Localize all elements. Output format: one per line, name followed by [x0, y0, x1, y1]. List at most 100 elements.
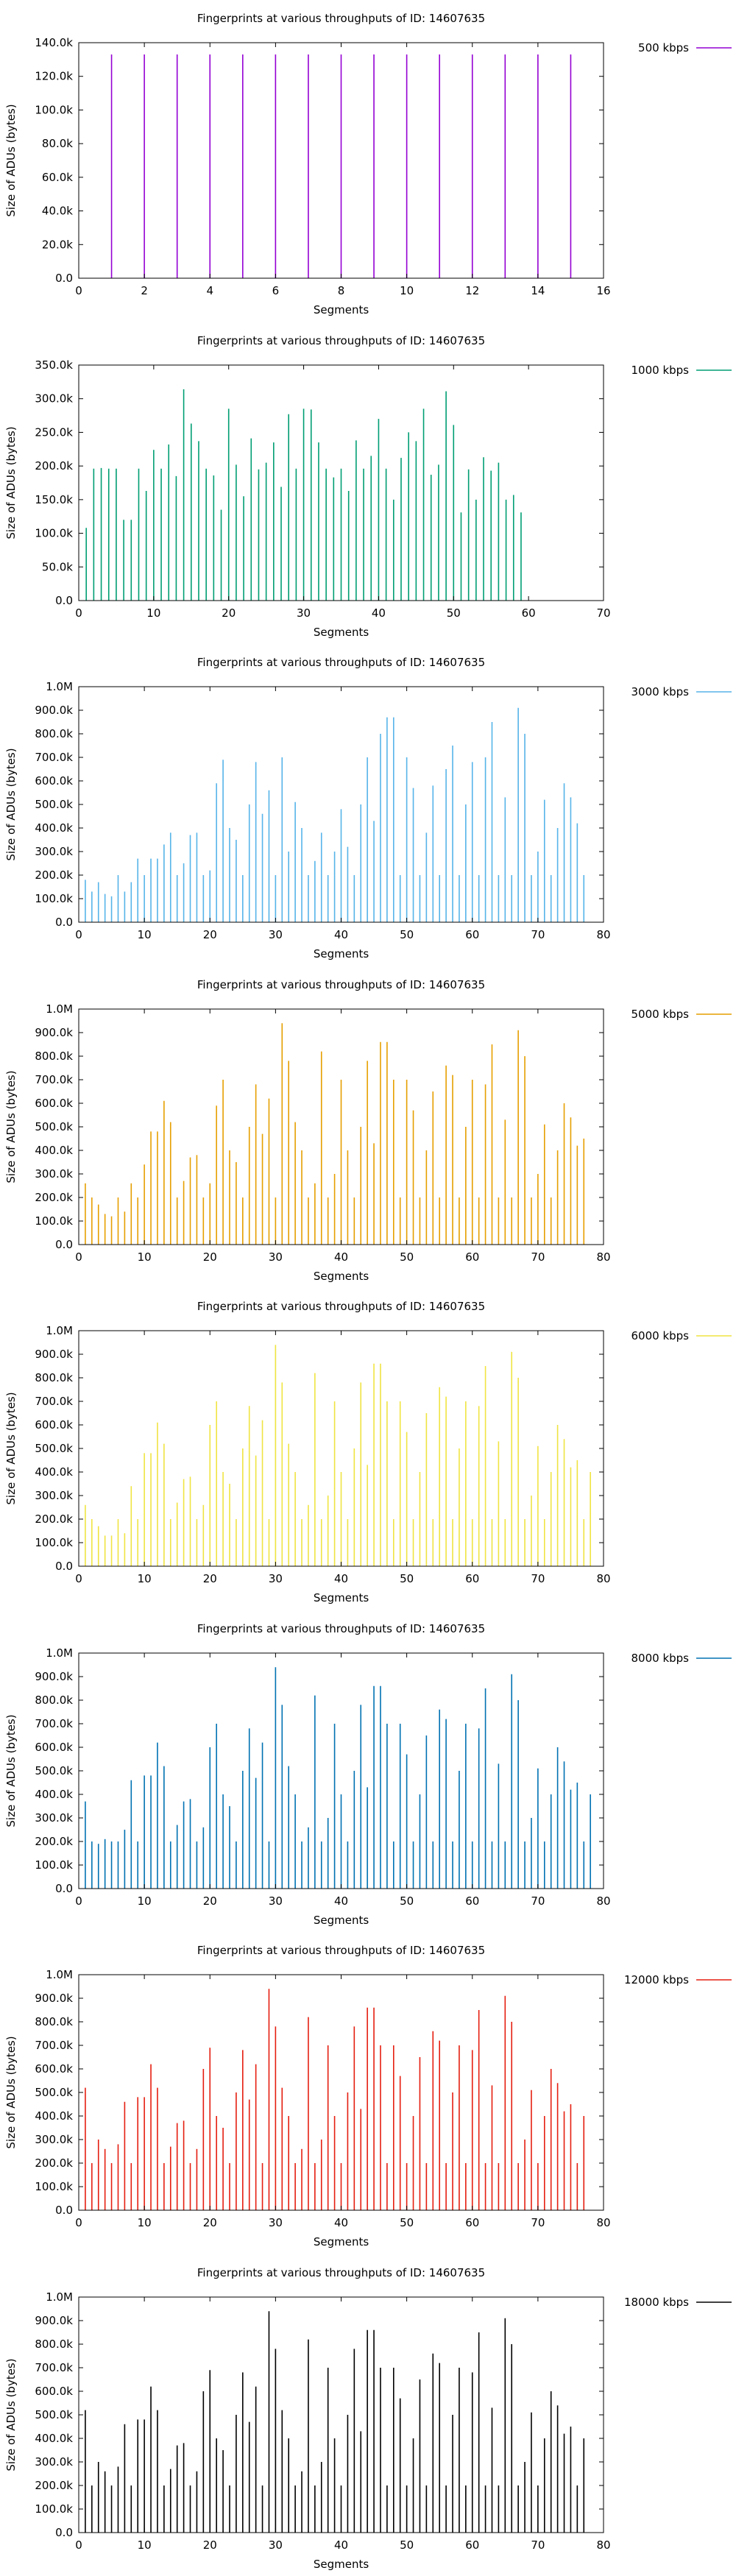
x-tick-label: 80 — [596, 928, 610, 941]
legend-label: 12000 kbps — [624, 1973, 689, 1986]
y-tick-label: 0.0 — [55, 1238, 73, 1251]
y-tick-label: 800.0k — [35, 2015, 73, 2028]
y-tick-label: 200.0k — [35, 1835, 73, 1848]
y-tick-label: 600.0k — [35, 1741, 73, 1754]
x-tick-label: 40 — [334, 928, 348, 941]
x-tick-label: 50 — [400, 1894, 414, 1908]
x-tick-label: 10 — [146, 606, 160, 620]
x-tick-label: 60 — [465, 1894, 479, 1908]
y-tick-label: 600.0k — [35, 2385, 73, 2398]
chart-panel: Fingerprints at various throughputs of I… — [0, 644, 736, 966]
x-tick-label: 50 — [400, 1572, 414, 1585]
y-axis-label: Size of ADUs (bytes) — [4, 426, 18, 539]
chart-title: Fingerprints at various throughputs of I… — [197, 2266, 485, 2279]
x-axis-label: Segments — [314, 626, 369, 639]
x-tick-label: 10 — [138, 928, 152, 941]
x-tick-label: 20 — [203, 2216, 217, 2229]
y-tick-label: 200.0k — [35, 2479, 73, 2492]
x-tick-label: 10 — [138, 1572, 152, 1585]
bar-series — [85, 707, 585, 922]
x-tick-label: 10 — [138, 1250, 152, 1264]
y-tick-label: 700.0k — [35, 1395, 73, 1408]
y-tick-label: 600.0k — [35, 1418, 73, 1432]
chart-title: Fingerprints at various throughputs of I… — [197, 12, 485, 25]
x-tick-label: 80 — [596, 2216, 610, 2229]
x-tick-label: 70 — [531, 1894, 545, 1908]
chart-panel: Fingerprints at various throughputs of I… — [0, 1932, 736, 2254]
x-tick-label: 20 — [203, 928, 217, 941]
x-tick-label: 40 — [334, 1572, 348, 1585]
x-tick-label: 4 — [206, 284, 213, 297]
x-tick-label: 60 — [465, 1250, 479, 1264]
legend: 8000 kbps — [631, 1652, 732, 1665]
legend-label: 3000 kbps — [631, 685, 690, 698]
x-tick-label: 70 — [596, 606, 610, 620]
y-tick-label: 100.0k — [35, 1536, 73, 1549]
y-tick-label: 900.0k — [35, 704, 73, 717]
y-tick-label: 1.0M — [46, 1324, 73, 1337]
y-tick-label: 80.0k — [42, 137, 73, 150]
x-tick-label: 20 — [222, 606, 236, 620]
y-tick-label: 700.0k — [35, 2361, 73, 2374]
y-tick-label: 60.0k — [42, 171, 73, 184]
chart-svg: Fingerprints at various throughputs of I… — [4, 1622, 732, 1927]
y-axis-label: Size of ADUs (bytes) — [4, 2358, 18, 2471]
y-tick-label: 300.0k — [35, 2455, 73, 2469]
x-tick-label: 0 — [75, 606, 82, 620]
y-tick-label: 200.0k — [35, 1512, 73, 1526]
x-axis-label: Segments — [314, 2235, 369, 2248]
x-tick-label: 30 — [269, 928, 283, 941]
bar-series — [85, 1989, 585, 2210]
y-tick-label: 100.0k — [35, 1858, 73, 1872]
y-tick-label: 500.0k — [35, 2086, 73, 2099]
x-tick-label: 80 — [596, 1250, 610, 1264]
y-tick-label: 400.0k — [35, 1788, 73, 1801]
x-tick-label: 60 — [465, 1572, 479, 1585]
legend: 6000 kbps — [631, 1329, 732, 1342]
x-tick-label: 80 — [596, 1572, 610, 1585]
x-axis-label: Segments — [314, 1591, 369, 1604]
y-tick-label: 300.0k — [35, 845, 73, 858]
x-tick-label: 30 — [269, 2216, 283, 2229]
y-tick-label: 350.0k — [35, 358, 73, 372]
y-tick-label: 0.0 — [55, 916, 73, 929]
y-tick-label: 600.0k — [35, 774, 73, 788]
x-axis-label: Segments — [314, 1270, 369, 1283]
y-tick-label: 400.0k — [35, 1144, 73, 1157]
x-tick-label: 30 — [269, 1894, 283, 1908]
x-tick-label: 30 — [269, 1572, 283, 1585]
y-tick-label: 40.0k — [42, 205, 73, 218]
y-axis-label: Size of ADUs (bytes) — [4, 1392, 18, 1504]
y-tick-label: 1.0M — [46, 680, 73, 693]
chart-svg: Fingerprints at various throughputs of I… — [4, 12, 732, 316]
x-tick-label: 30 — [297, 606, 311, 620]
y-tick-label: 400.0k — [35, 2109, 73, 2123]
y-tick-label: 100.0k — [35, 2180, 73, 2193]
x-tick-label: 10 — [138, 2216, 152, 2229]
chart-panel: Fingerprints at various throughputs of I… — [0, 322, 736, 645]
y-tick-label: 400.0k — [35, 821, 73, 835]
x-tick-label: 0 — [75, 284, 82, 297]
y-tick-label: 1.0M — [46, 2290, 73, 2304]
chart-title: Fingerprints at various throughputs of I… — [197, 334, 485, 347]
y-tick-label: 700.0k — [35, 1073, 73, 1086]
x-tick-label: 16 — [596, 284, 610, 297]
x-tick-label: 60 — [522, 606, 536, 620]
y-tick-label: 0.0 — [55, 594, 73, 607]
x-tick-label: 10 — [400, 284, 414, 297]
x-tick-label: 40 — [334, 2538, 348, 2552]
chart-svg: Fingerprints at various throughputs of I… — [4, 978, 732, 1283]
x-tick-label: 0 — [75, 1250, 82, 1264]
x-tick-label: 0 — [75, 1572, 82, 1585]
y-tick-label: 600.0k — [35, 1097, 73, 1110]
x-tick-label: 20 — [203, 1250, 217, 1264]
x-tick-label: 70 — [531, 928, 545, 941]
y-tick-label: 300.0k — [35, 1811, 73, 1825]
x-tick-label: 50 — [400, 2216, 414, 2229]
x-tick-label: 6 — [272, 284, 280, 297]
y-tick-label: 300.0k — [35, 1167, 73, 1181]
bar-series — [85, 1022, 585, 1245]
y-axis-label: Size of ADUs (bytes) — [4, 1714, 18, 1827]
y-tick-label: 150.0k — [35, 492, 73, 506]
y-tick-label: 400.0k — [35, 2432, 73, 2445]
